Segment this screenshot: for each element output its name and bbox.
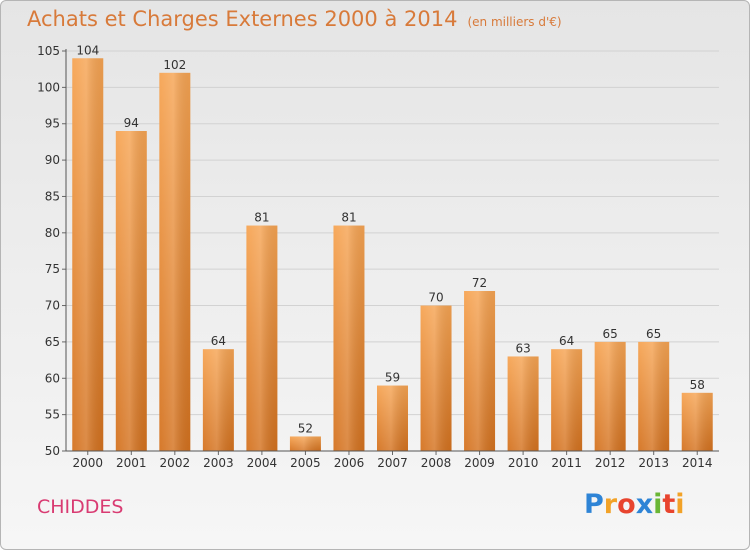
data-label: 72 <box>472 276 487 290</box>
bar-highlight <box>507 356 539 451</box>
logo-letter: x <box>635 489 654 520</box>
bar-highlight <box>551 349 583 451</box>
bar-highlight <box>681 392 713 451</box>
y-tick-label: 50 <box>45 444 60 458</box>
data-label: 94 <box>124 116 139 130</box>
bar-highlight <box>289 436 321 451</box>
y-tick-label: 80 <box>45 226 60 240</box>
y-tick-label: 60 <box>45 371 60 385</box>
bar-highlight <box>246 225 278 451</box>
y-tick-label: 100 <box>37 80 60 94</box>
logo-letter: i <box>653 489 663 520</box>
data-label: 65 <box>646 327 661 341</box>
x-tick-label: 2008 <box>421 456 452 470</box>
logo-letter: P <box>584 489 604 520</box>
bar-highlight <box>594 341 626 451</box>
data-label: 81 <box>341 211 356 225</box>
x-tick-label: 2005 <box>290 456 321 470</box>
data-label: 52 <box>298 421 313 435</box>
bar-highlight <box>464 291 496 451</box>
x-tick-label: 2010 <box>508 456 539 470</box>
logo-letter: t <box>662 489 676 520</box>
axes: 50 55 60 65 70 75 80 85 90 95 100 105 2000 2001 2002 20… <box>37 44 719 470</box>
data-label: 63 <box>515 341 530 355</box>
bar-highlight <box>377 385 408 451</box>
data-label: 58 <box>690 378 705 392</box>
x-tick-label: 2013 <box>638 456 669 470</box>
y-tick-label: 55 <box>45 408 60 422</box>
y-tick-label: 95 <box>45 117 60 131</box>
bar-highlight <box>420 305 452 451</box>
data-label: 65 <box>603 327 618 341</box>
y-tick-label: 70 <box>45 299 60 313</box>
proxiti-logo: Proxiti <box>584 489 685 520</box>
bars: 104 94 102 64 81 52 81 59 70 72 63 64 65 65 58 <box>72 43 713 452</box>
bar-highlight <box>333 225 365 451</box>
x-tick-label: 2003 <box>203 456 234 470</box>
x-tick-label: 2014 <box>682 456 713 470</box>
y-tick-label: 85 <box>45 189 60 203</box>
commune-name: CHIDDES <box>37 496 124 518</box>
bar-highlight <box>159 72 191 452</box>
x-tick-label: 2007 <box>377 456 408 470</box>
x-tick-label: 2001 <box>116 456 147 470</box>
y-tick-label: 75 <box>45 262 60 276</box>
y-tick-label: 105 <box>37 44 60 58</box>
title-text: Achats et Charges Externes 2000 à 2014 <box>27 7 458 31</box>
data-label: 70 <box>428 291 443 305</box>
logo-letter: o <box>617 489 636 520</box>
x-tick-label: 2004 <box>247 456 278 470</box>
x-tick-label: 2006 <box>334 456 365 470</box>
x-tick-label: 2012 <box>595 456 626 470</box>
logo-letter: i <box>675 489 685 520</box>
x-tick-label: 2000 <box>72 456 103 470</box>
x-tick-label: 2011 <box>551 456 582 470</box>
chart-subtitle: (en milliers d'€) <box>467 15 562 29</box>
x-tick-label: 2009 <box>464 456 495 470</box>
x-tick-label: 2002 <box>160 456 191 470</box>
logo-letter: r <box>603 489 618 520</box>
bar-highlight <box>638 341 670 451</box>
data-label: 64 <box>559 334 574 348</box>
data-label: 81 <box>254 211 269 225</box>
bar-highlight <box>72 58 104 451</box>
bar-highlight <box>202 349 234 451</box>
data-label: 104 <box>76 43 99 57</box>
data-label: 102 <box>163 58 186 72</box>
y-tick-label: 90 <box>45 153 60 167</box>
data-label: 64 <box>211 334 226 348</box>
y-tick-label: 65 <box>45 335 60 349</box>
data-label: 59 <box>385 371 400 385</box>
chart-title: Achats et Charges Externes 2000 à 2014 (e… <box>27 7 562 31</box>
bar-highlight <box>115 131 147 451</box>
